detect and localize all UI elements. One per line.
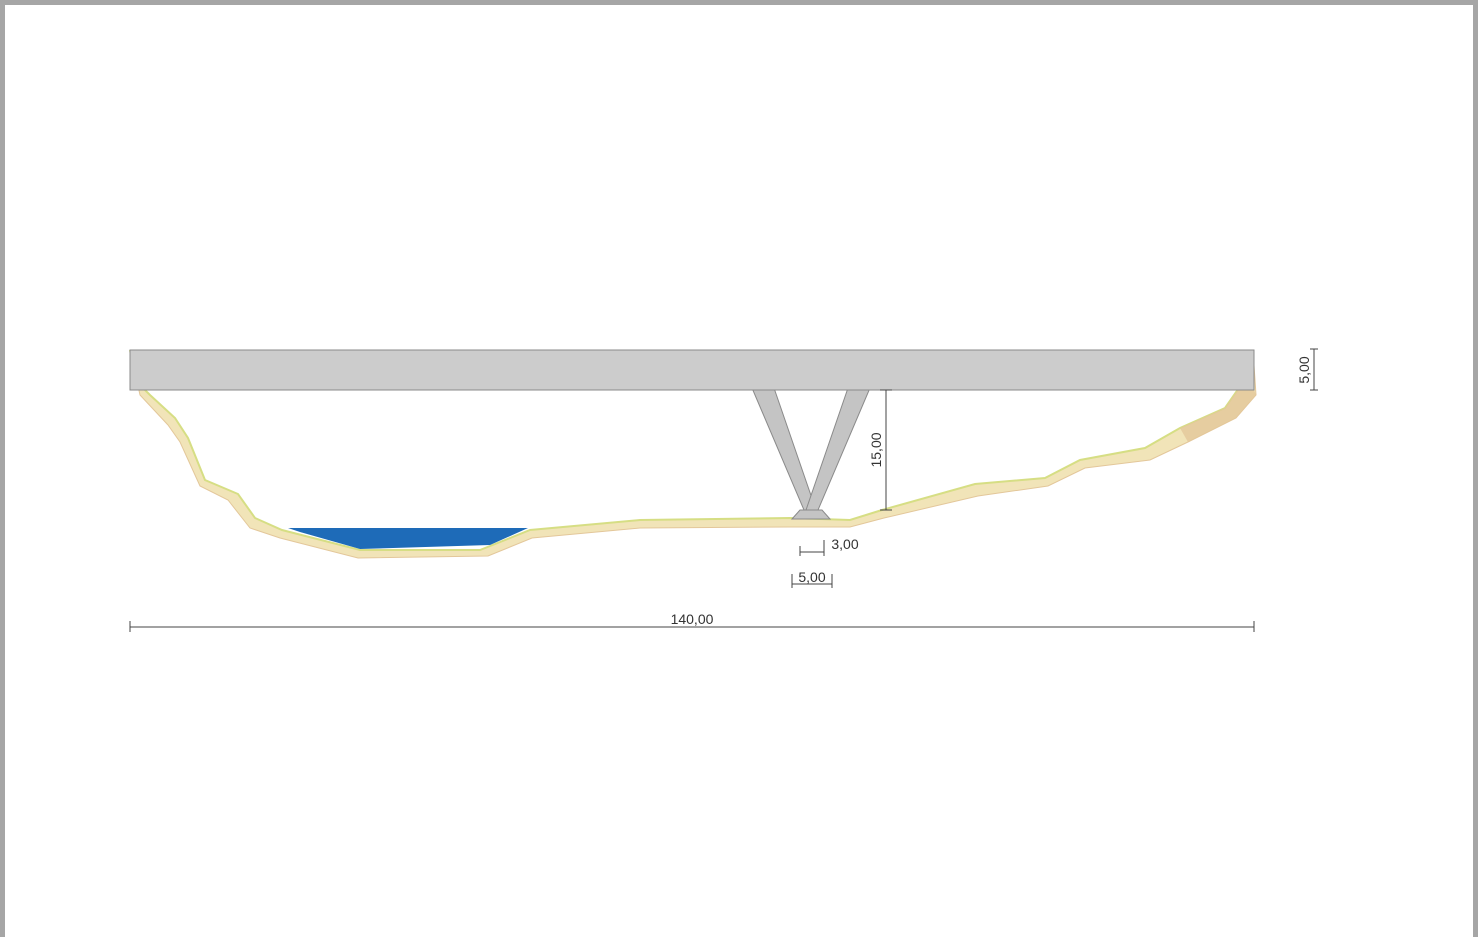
ground-surface-line <box>129 349 1254 551</box>
pier-height-label: 15,00 <box>868 432 884 467</box>
dimension-pier-base-width: 5,00 <box>791 569 833 588</box>
dimension-deck-depth: 5,00 <box>1296 348 1318 391</box>
dimension-span-length: 140,00 <box>129 611 1255 632</box>
deck-depth-label: 5,00 <box>1296 356 1312 383</box>
pier-leg-right <box>805 387 871 511</box>
pier-leg-left <box>751 387 817 511</box>
pier-top-width-label: 3,00 <box>831 536 858 552</box>
pier-base-width-label: 5,00 <box>798 569 825 585</box>
dimension-pier-height: 15,00 <box>868 389 892 511</box>
right-slope-hatch <box>1180 375 1256 442</box>
river-water <box>288 528 528 549</box>
pier-footing <box>790 509 832 520</box>
dimension-pier-top-width: 3,00 <box>799 536 859 556</box>
bridge-deck <box>129 349 1255 391</box>
span-length-label: 140,00 <box>671 611 714 627</box>
